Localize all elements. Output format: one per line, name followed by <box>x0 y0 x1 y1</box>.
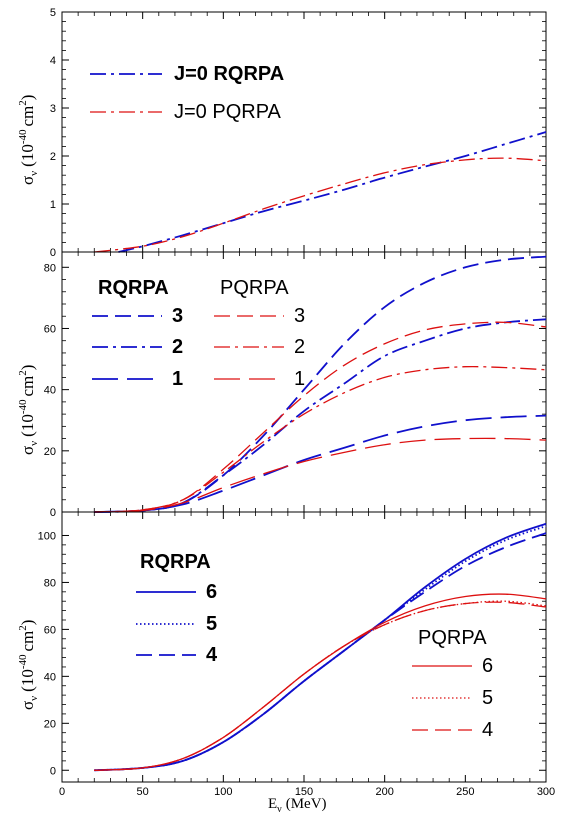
legend-label-rqrpa: 2 <box>172 336 183 358</box>
y-tick-label: 4 <box>50 55 56 67</box>
series-pqrpa-4 <box>94 601 547 771</box>
series-rqrpa-3 <box>94 255 547 513</box>
y-tick-label: 80 <box>44 577 56 589</box>
legend-label-rqrpa: 1 <box>172 368 183 390</box>
series-pqrpa-3 <box>94 321 547 513</box>
legend-label-rqrpa: 6 <box>206 581 217 603</box>
series-pqrpa-6 <box>94 593 547 771</box>
y-tick-label: 20 <box>44 446 56 458</box>
legend-label-rqrpa: 3 <box>172 305 183 327</box>
panel-bottom: 0 20 40 60 80 100 0 50 100 150 200 250 300 RQRPA PQRPA… <box>38 511 555 798</box>
y-axis-label-bottom: σν(10-40cm2) <box>17 620 40 710</box>
y-tick-label: 5 <box>50 7 56 19</box>
legend-title-rqrpa: RQRPA <box>140 551 211 573</box>
y-tick-label: 40 <box>44 385 56 397</box>
series-rqrpa-1 <box>94 414 547 513</box>
x-tick-label: 0 <box>59 786 65 798</box>
y-tick-label: 0 <box>50 247 56 259</box>
legend-label-pqrpa: 4 <box>482 719 493 741</box>
x-tick-label: 100 <box>214 786 232 798</box>
y-tick-label: 60 <box>44 624 56 636</box>
series-rqrpa-J-0-RQRPA <box>118 131 547 253</box>
legend-label-pqrpa: 5 <box>482 687 493 709</box>
y-axis-label-top: σν(10-40cm2) <box>17 95 40 185</box>
legend-title-pqrpa: PQRPA <box>220 277 289 299</box>
x-tick-label: 200 <box>375 786 393 798</box>
y-tick-label: 0 <box>50 765 56 777</box>
x-tick-label: 150 <box>295 786 313 798</box>
y-tick-label: 3 <box>50 103 56 115</box>
y-axis-label-middle: σν(10-40cm2) <box>17 365 40 455</box>
x-tick-label: 300 <box>537 786 555 798</box>
legend-title-rqrpa: RQRPA <box>98 277 169 299</box>
legend-title-pqrpa: PQRPA <box>418 627 487 649</box>
x-tick-label: 250 <box>456 786 474 798</box>
x-tick-label: 50 <box>137 786 149 798</box>
legend-label: J=0 PQRPA <box>174 101 282 123</box>
legend-label-pqrpa: 2 <box>294 336 305 358</box>
legend-label-rqrpa: 4 <box>206 644 218 666</box>
y-tick-label: 2 <box>50 151 56 163</box>
series-rqrpa-4 <box>94 532 547 772</box>
y-tick-label: 60 <box>44 323 56 335</box>
series-pqrpa-J-0-PQRPA <box>94 157 547 253</box>
y-tick-label: 0 <box>50 507 56 519</box>
panel-top: 0 1 2 3 4 5 J=0 RQRPA J=0 PQRPA <box>50 7 547 259</box>
y-tick-label: 100 <box>38 530 56 542</box>
legend-label-pqrpa: 3 <box>294 305 305 327</box>
series-pqrpa-1 <box>94 437 547 513</box>
panel-frame <box>61 11 547 253</box>
y-tick-label: 20 <box>44 718 56 730</box>
series-pqrpa-2 <box>94 365 547 513</box>
y-tick-label: 1 <box>50 199 56 211</box>
x-axis-label: Eν (MeV) <box>268 796 327 815</box>
series-rqrpa-2 <box>94 318 547 513</box>
legend-label-rqrpa: 5 <box>206 613 217 635</box>
legend-label-pqrpa: 1 <box>294 368 305 390</box>
legend-label: J=0 RQRPA <box>174 63 284 85</box>
y-tick-label: 40 <box>44 671 56 683</box>
y-tick-label: 80 <box>44 262 56 274</box>
legend-label-pqrpa: 6 <box>482 655 493 677</box>
